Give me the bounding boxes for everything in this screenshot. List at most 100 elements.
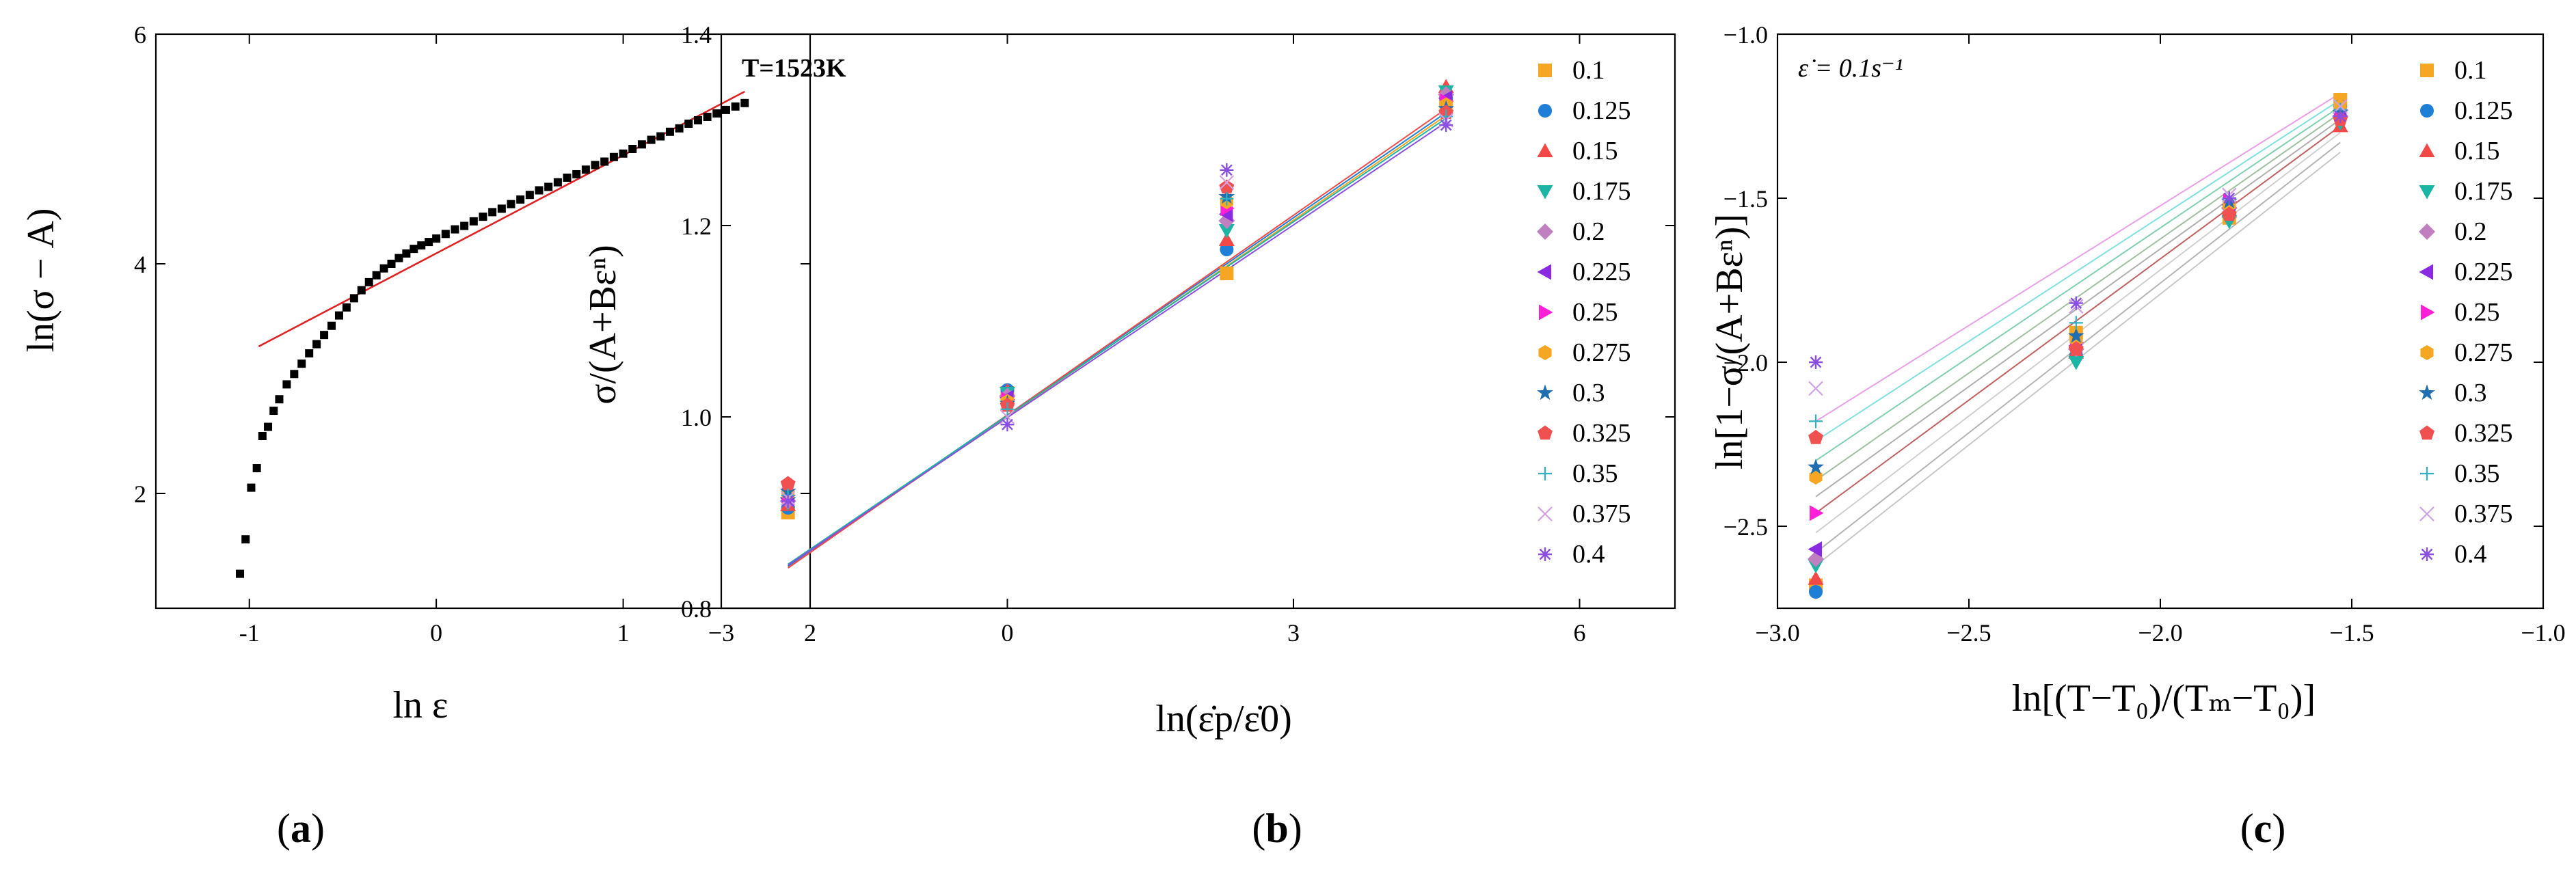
legend-marker bbox=[1538, 547, 1552, 561]
panel-b-x-label: ln(ε̇p/ε̇0) bbox=[1155, 698, 1291, 740]
data-point bbox=[372, 271, 381, 280]
y-tick-label: 2 bbox=[134, 480, 146, 508]
legend-marker bbox=[1537, 384, 1553, 400]
legend-marker bbox=[1538, 506, 1553, 521]
data-point bbox=[553, 178, 562, 187]
data-point bbox=[247, 483, 256, 492]
panel-a-y-label: ln(σ − A) bbox=[20, 208, 62, 352]
legend-label: 0.225 bbox=[2454, 258, 2513, 286]
data-point bbox=[269, 407, 278, 416]
data-point bbox=[460, 221, 469, 230]
data-point bbox=[609, 152, 618, 161]
legend-label: 0.1 bbox=[2454, 56, 2487, 85]
data-point bbox=[1000, 402, 1015, 416]
data-point bbox=[665, 127, 674, 136]
legend-label: 0.2 bbox=[1572, 217, 1605, 246]
x-tick-label: 6 bbox=[1574, 619, 1586, 647]
legend-marker bbox=[2419, 425, 2434, 440]
data-point bbox=[780, 476, 796, 491]
legend-marker bbox=[2420, 547, 2434, 561]
legend-marker bbox=[2420, 345, 2434, 360]
legend-label: 0.3 bbox=[2454, 379, 2487, 407]
legend-marker bbox=[1537, 185, 1553, 200]
legend-marker bbox=[2420, 467, 2434, 480]
legend-label: 0.35 bbox=[1572, 459, 1618, 488]
data-point bbox=[1809, 585, 1823, 599]
legend-label: 0.125 bbox=[1572, 96, 1631, 125]
data-point bbox=[236, 569, 245, 578]
data-point bbox=[781, 494, 795, 508]
legend-marker bbox=[1537, 264, 1551, 280]
data-point bbox=[297, 359, 306, 368]
data-point bbox=[740, 98, 749, 107]
data-point bbox=[535, 186, 544, 195]
data-point bbox=[563, 174, 572, 182]
data-point bbox=[2069, 316, 2083, 330]
data-point bbox=[1808, 459, 1824, 474]
data-point bbox=[1809, 470, 1823, 485]
data-point bbox=[1220, 191, 1234, 206]
data-point bbox=[525, 191, 534, 200]
data-point bbox=[2067, 327, 2084, 343]
panel-annotation: ε̇ = 0.1s⁻¹ bbox=[1798, 54, 1903, 83]
x-tick-label: -1 bbox=[239, 619, 260, 647]
data-point bbox=[572, 169, 581, 178]
x-tick-label: −1.0 bbox=[2521, 619, 2565, 647]
data-point bbox=[507, 200, 515, 208]
x-tick-label: −2.0 bbox=[2138, 619, 2182, 647]
legend-marker bbox=[1538, 467, 1552, 480]
plot-frame bbox=[155, 33, 811, 610]
x-tick-label: 0 bbox=[1002, 619, 1014, 647]
data-point bbox=[312, 340, 321, 349]
data-point bbox=[693, 116, 702, 124]
legend-label: 0.375 bbox=[1572, 500, 1631, 528]
legend-marker bbox=[1537, 143, 1553, 157]
data-point bbox=[2333, 109, 2348, 123]
data-point bbox=[628, 145, 637, 153]
x-tick-label: 2 bbox=[804, 619, 816, 647]
data-point bbox=[2068, 356, 2084, 370]
panel-a-caption: (a) bbox=[277, 806, 325, 851]
data-point bbox=[637, 140, 646, 149]
data-point bbox=[1439, 118, 1453, 132]
legend-marker bbox=[2419, 185, 2435, 200]
data-point bbox=[721, 105, 730, 114]
legend-marker bbox=[1538, 425, 1553, 440]
data-point bbox=[731, 102, 740, 111]
data-point bbox=[2222, 191, 2236, 205]
legend-label: 0.175 bbox=[2454, 177, 2513, 206]
data-point bbox=[417, 241, 426, 250]
legend-marker bbox=[2419, 143, 2435, 157]
data-point bbox=[703, 112, 712, 121]
data-point bbox=[675, 124, 684, 133]
fit-line bbox=[788, 118, 1447, 565]
data-point bbox=[1219, 175, 1235, 190]
data-point bbox=[1220, 267, 1234, 280]
data-point bbox=[425, 238, 433, 247]
data-point bbox=[432, 234, 441, 243]
legend-marker bbox=[1538, 64, 1552, 77]
legend-label: 0.15 bbox=[1572, 137, 1618, 165]
legend-label: 0.3 bbox=[1572, 379, 1605, 407]
data-point bbox=[275, 395, 284, 404]
x-tick-label: 0 bbox=[430, 619, 442, 647]
data-point bbox=[327, 321, 336, 330]
legend-label: 0.1 bbox=[1572, 56, 1605, 85]
legend-label: 0.125 bbox=[2454, 96, 2513, 125]
data-point bbox=[1810, 505, 1824, 521]
data-point bbox=[488, 208, 497, 217]
data-point bbox=[581, 165, 590, 174]
data-point bbox=[1219, 179, 1235, 194]
fit-line bbox=[1815, 105, 2341, 461]
legend-label: 0.375 bbox=[2454, 500, 2513, 528]
y-tick-label: 0.8 bbox=[681, 595, 712, 623]
data-point bbox=[2221, 206, 2237, 221]
legend-label: 0.325 bbox=[2454, 419, 2513, 448]
legend-marker bbox=[1539, 304, 1553, 321]
y-tick-label: 1.0 bbox=[681, 404, 712, 431]
y-tick-label: 4 bbox=[134, 251, 146, 278]
data-point bbox=[334, 311, 343, 320]
y-tick-label: −2.5 bbox=[1723, 513, 1768, 541]
data-point bbox=[600, 157, 609, 166]
